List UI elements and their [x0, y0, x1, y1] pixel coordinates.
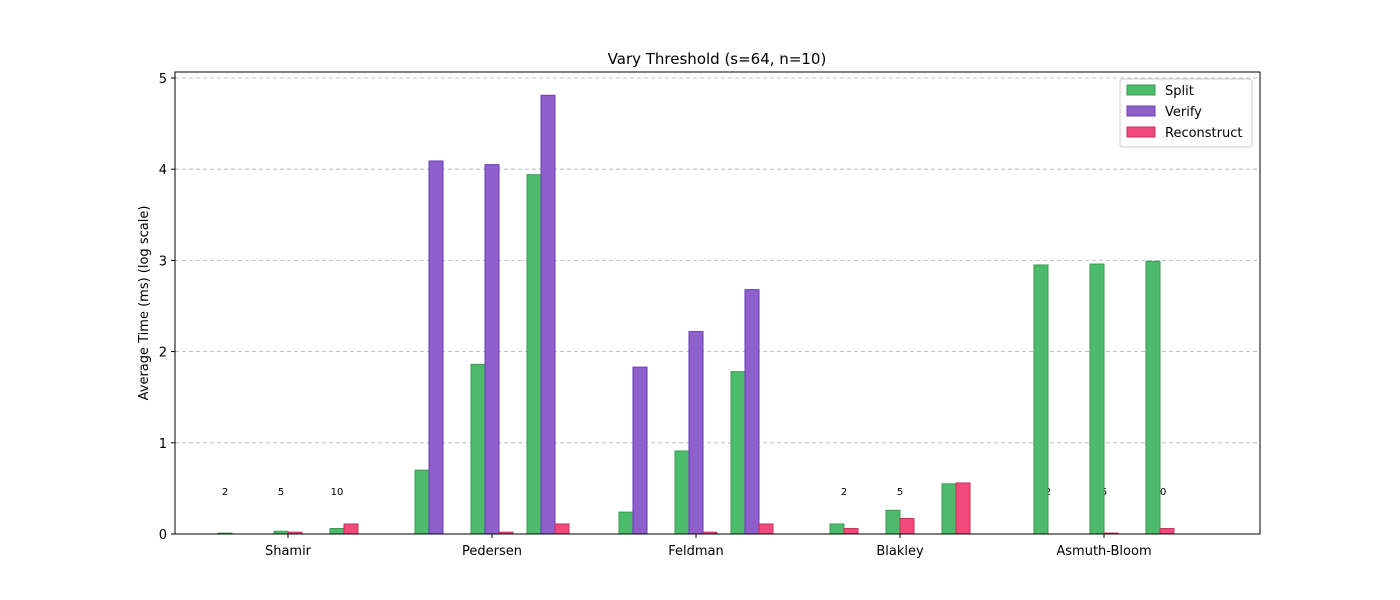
- bar-verify: [540, 94, 556, 535]
- legend-label: Reconstruct: [1165, 126, 1243, 141]
- bar-verify: [428, 160, 444, 535]
- bar-reconstruct: [758, 523, 774, 535]
- bar-split: [618, 511, 634, 535]
- bar-reconstruct: [843, 528, 859, 535]
- bar-split: [730, 371, 746, 535]
- x-tick-label: Asmuth-Bloom: [1056, 544, 1151, 559]
- bar-verify: [632, 366, 648, 535]
- y-axis-label: Average Time (ms) (log scale): [137, 206, 152, 401]
- bar-split: [414, 469, 430, 535]
- x-tick-label: Feldman: [668, 544, 724, 559]
- bar-split: [1033, 264, 1049, 535]
- bar-reconstruct: [554, 523, 570, 535]
- bar-split: [1089, 263, 1105, 535]
- bar-reconstruct: [343, 523, 359, 535]
- bar-split: [885, 509, 901, 535]
- x-tick-label: Shamir: [265, 544, 312, 559]
- y-tick-label: 2: [159, 346, 167, 361]
- threshold-label: 10: [331, 487, 344, 498]
- legend-swatch-split: [1126, 84, 1156, 96]
- bar-reconstruct: [955, 482, 971, 535]
- x-tick-label: Pedersen: [462, 544, 522, 559]
- bar-verify: [688, 331, 704, 535]
- legend-swatch-verify: [1126, 105, 1156, 117]
- y-tick-label: 0: [159, 528, 167, 543]
- bar-split: [329, 528, 345, 535]
- threshold-label: 2: [222, 487, 228, 498]
- x-axis: Shamir Pedersen Feldman Blakley Asmuth-Bloom: [265, 534, 1152, 559]
- threshold-label: 5: [897, 487, 903, 498]
- legend-label: Split: [1165, 84, 1194, 99]
- plot-area: [174, 71, 1261, 535]
- x-tick-label: Blakley: [876, 544, 924, 559]
- threshold-label: 2: [841, 487, 847, 498]
- bar-split: [526, 174, 542, 535]
- bar-verify: [744, 289, 760, 535]
- y-tick-label: 3: [159, 254, 167, 269]
- bar-split: [470, 363, 486, 535]
- threshold-label: 5: [278, 487, 284, 498]
- y-axis: 0 1 2 3 4 5: [159, 72, 175, 543]
- y-tick-label: 5: [159, 72, 167, 87]
- grid-lines: [175, 77, 1260, 444]
- bar-split: [941, 483, 957, 535]
- bar-verify: [484, 164, 500, 535]
- bar-reconstruct: [899, 517, 915, 535]
- bar-reconstruct: [1159, 528, 1175, 535]
- chart-title: Vary Threshold (s=64, n=10): [608, 50, 827, 68]
- bar-split: [829, 523, 845, 535]
- legend-label: Verify: [1165, 105, 1202, 120]
- bars: [217, 94, 1175, 535]
- legend: Split Verify Reconstruct: [1119, 78, 1253, 148]
- bar-split: [1145, 260, 1161, 535]
- y-tick-label: 4: [159, 163, 167, 178]
- bar-split: [674, 450, 690, 535]
- y-tick-label: 1: [159, 437, 167, 452]
- legend-swatch-reconstruct: [1126, 126, 1156, 138]
